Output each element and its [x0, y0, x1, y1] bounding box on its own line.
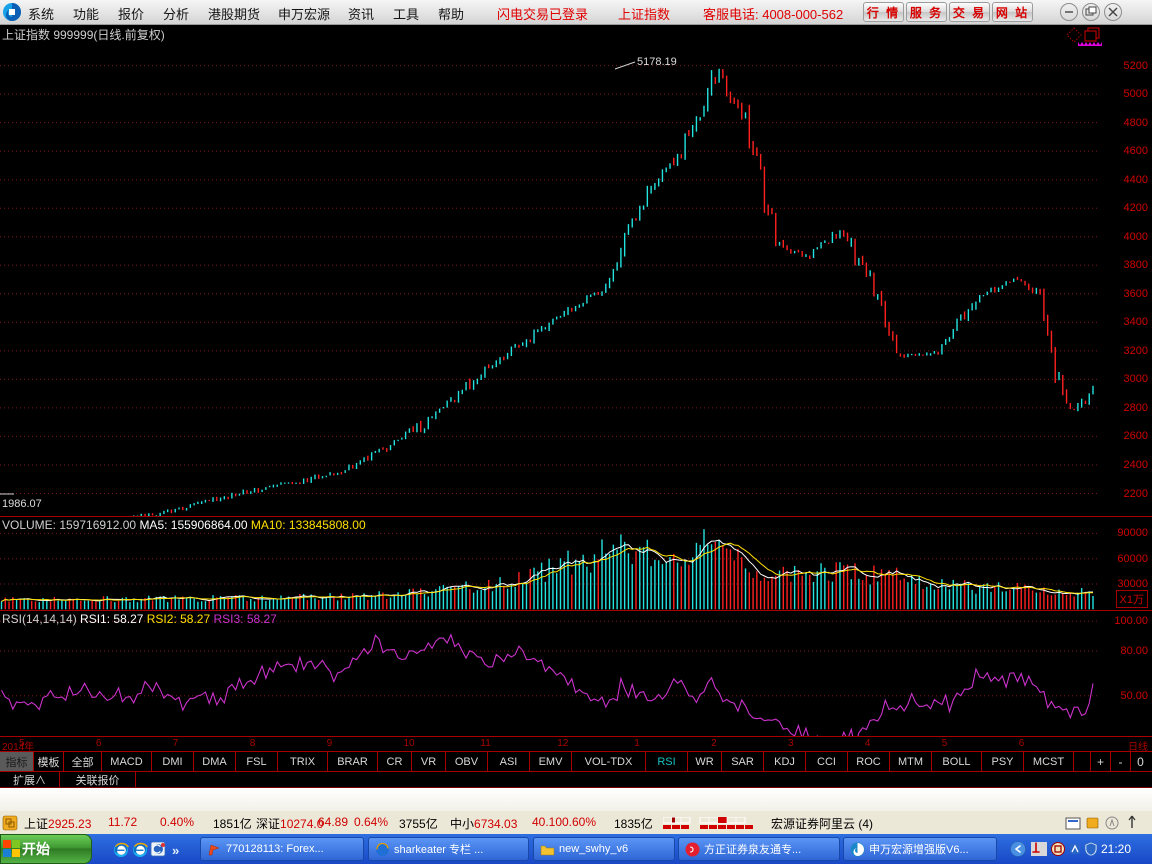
svg-text:5178.19: 5178.19 — [637, 56, 677, 68]
svg-text:1986.07: 1986.07 — [2, 498, 42, 510]
